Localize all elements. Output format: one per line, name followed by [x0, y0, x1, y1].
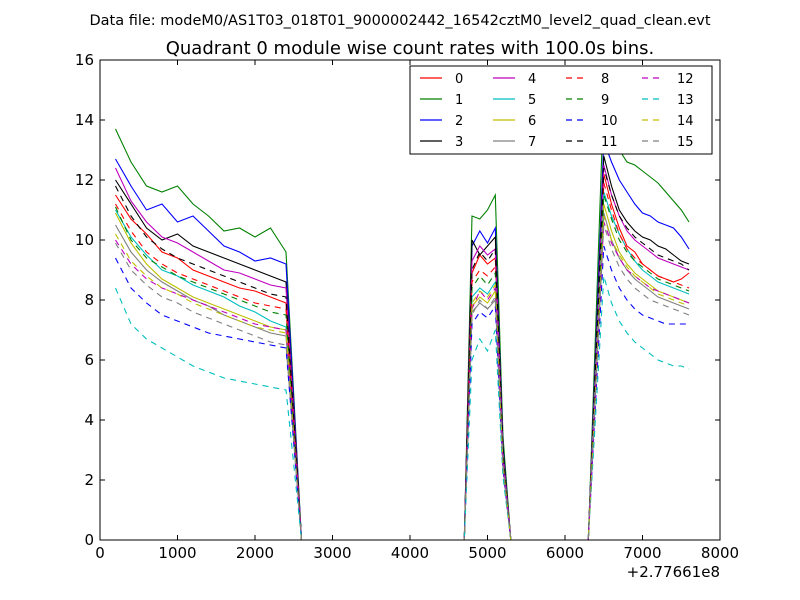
- legend-label-8: 8: [601, 72, 609, 87]
- legend-label-4: 4: [528, 72, 536, 87]
- legend-label-15: 15: [677, 135, 694, 150]
- series-line-11: [115, 167, 690, 540]
- series-line-13: [114, 275, 690, 540]
- x-tick-label: 0: [95, 544, 105, 562]
- legend-label-11: 11: [601, 135, 618, 150]
- legend-frame: [409, 65, 713, 155]
- y-tick-label: 6: [84, 351, 94, 369]
- x-tick-label: 2000: [236, 544, 274, 562]
- series-line-14: [115, 215, 690, 540]
- legend-label-6: 6: [528, 114, 536, 129]
- series-line-5: [115, 191, 690, 540]
- series-line-4: [115, 164, 690, 540]
- series-line-2: [115, 140, 690, 540]
- series-lines: [114, 95, 690, 540]
- x-tick-label: 1000: [158, 544, 196, 562]
- legend-label-0: 0: [455, 72, 463, 87]
- series-line-15: [115, 224, 690, 540]
- y-tick-label: 12: [75, 171, 94, 189]
- legend-label-13: 13: [677, 93, 694, 108]
- plot-area: 0 1000 2000 3000 4000 5000 6000 7000 8000 0 2 4 6 8 1…: [75, 51, 739, 581]
- series-line-6: [115, 203, 690, 540]
- x-tick-label: 3000: [313, 544, 351, 562]
- legend-label-3: 3: [455, 135, 463, 150]
- y-tick-label: 16: [75, 51, 94, 69]
- legend-label-1: 1: [455, 93, 463, 108]
- legend-label-7: 7: [528, 135, 536, 150]
- y-tick-label: 10: [75, 231, 94, 249]
- x-tick-label: 5000: [468, 544, 506, 562]
- x-tick-label: 6000: [546, 544, 584, 562]
- y-tick-label: 8: [84, 291, 94, 309]
- figure-suptitle: Data file: modeM0/AS1T03_018T01_90000024…: [89, 13, 710, 29]
- x-tick-label: 4000: [391, 544, 429, 562]
- chart-title: Quadrant 0 module wise count rates with …: [166, 38, 655, 59]
- legend-label-9: 9: [601, 93, 609, 108]
- series-line-7: [115, 212, 690, 540]
- x-axis: 0 1000 2000 3000 4000 5000 6000 7000 8000: [95, 60, 739, 562]
- legend-label-14: 14: [677, 114, 694, 129]
- legend-label-12: 12: [677, 72, 694, 87]
- y-tick-label: 4: [84, 411, 94, 429]
- series-line-12: [115, 221, 690, 540]
- series-line-0: [115, 173, 690, 540]
- legend-label-10: 10: [601, 114, 618, 129]
- series-line-9: [115, 194, 690, 540]
- legend-label-2: 2: [455, 114, 463, 129]
- series-line-1: [115, 95, 690, 540]
- series-line-10: [115, 245, 689, 540]
- series-line-8: [115, 182, 690, 540]
- legend-label-5: 5: [528, 93, 536, 108]
- y-tick-label: 0: [84, 531, 94, 549]
- y-tick-label: 14: [75, 111, 94, 129]
- x-offset-label: +2.77661e8: [627, 563, 720, 581]
- y-tick-label: 2: [84, 471, 94, 489]
- x-tick-label: 8000: [701, 544, 739, 562]
- x-tick-label: 7000: [623, 544, 661, 562]
